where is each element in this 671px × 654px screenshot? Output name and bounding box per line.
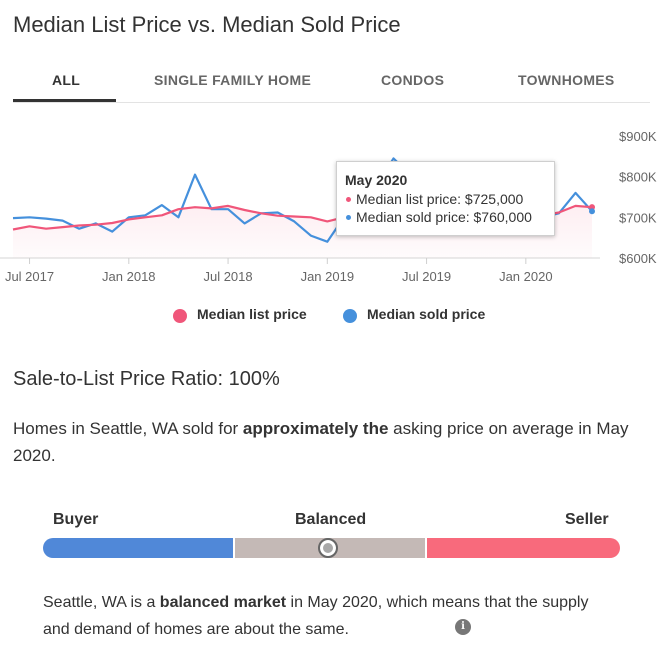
tooltip-list-value: Median list price: $725,000 <box>356 191 524 207</box>
x-tick-label: Jul 2017 <box>5 269 54 284</box>
seller-label: Seller <box>565 511 609 528</box>
x-tick-label: Jan 2019 <box>301 269 355 284</box>
buyer-label: Buyer <box>53 511 99 528</box>
market-start: Seattle, WA is a <box>43 594 160 611</box>
x-tick-label: Jul 2019 <box>402 269 451 284</box>
property-type-tabs: ALL SINGLE FAMILY HOME CONDOS TOWNHOMES <box>13 62 650 103</box>
balanced-label: Balanced <box>295 511 367 528</box>
market-end: in May 2020, which means that the supply… <box>43 594 589 638</box>
legend-list-dot-icon <box>173 309 187 323</box>
tooltip-sold-value: Median sold price: $760,000 <box>356 209 532 225</box>
x-tick-label: Jul 2018 <box>203 269 252 284</box>
y-tick-label: $900K <box>619 129 657 144</box>
tooltip-list-row: Median list price: $725,000 <box>345 190 554 208</box>
market-description: Seattle, WA is a balanced market in May … <box>43 589 613 643</box>
market-indicator-knob <box>318 538 338 558</box>
tab-townhomes[interactable]: TOWNHOMES <box>518 72 615 88</box>
y-tick-label: $700K <box>619 210 657 225</box>
seller-segment <box>427 538 620 558</box>
summary-end: asking price on average in May 2020. <box>13 419 629 465</box>
legend-sold-label[interactable]: Median sold price <box>367 306 486 322</box>
chart-tooltip: May 2020 Median list price: $725,000 Med… <box>336 161 555 236</box>
tab-condos[interactable]: CONDOS <box>381 72 445 88</box>
tab-single-family-home[interactable]: SINGLE FAMILY HOME <box>154 72 312 88</box>
x-tick-label: Jan 2020 <box>499 269 553 284</box>
legend-list-label[interactable]: Median list price <box>197 306 307 322</box>
tab-all[interactable]: ALL <box>52 72 81 88</box>
x-tick-label: Jan 2018 <box>102 269 156 284</box>
summary-start: Homes in Seattle, WA sold for <box>13 419 243 438</box>
ratio-summary: Homes in Seattle, WA sold for approximat… <box>13 415 653 469</box>
legend-sold-dot-icon <box>343 309 357 323</box>
active-tab-indicator <box>13 99 116 102</box>
info-icon[interactable]: i <box>455 619 471 635</box>
y-tick-label: $800K <box>619 170 657 185</box>
market-bold: balanced market <box>159 594 287 611</box>
tooltip-sold-row: Median sold price: $760,000 <box>345 208 554 226</box>
page-title: Median List Price vs. Median Sold Price <box>13 12 401 37</box>
sold-bullet-icon <box>346 214 351 220</box>
list-bullet-icon <box>346 196 351 202</box>
tooltip-title: May 2020 <box>345 172 408 188</box>
sold-hover-point <box>589 208 595 215</box>
ratio-title: Sale-to-List Price Ratio: 100% <box>13 368 280 390</box>
y-tick-label: $600K <box>619 251 657 266</box>
buyer-segment <box>43 538 233 558</box>
summary-bold: approximately the <box>242 419 389 438</box>
